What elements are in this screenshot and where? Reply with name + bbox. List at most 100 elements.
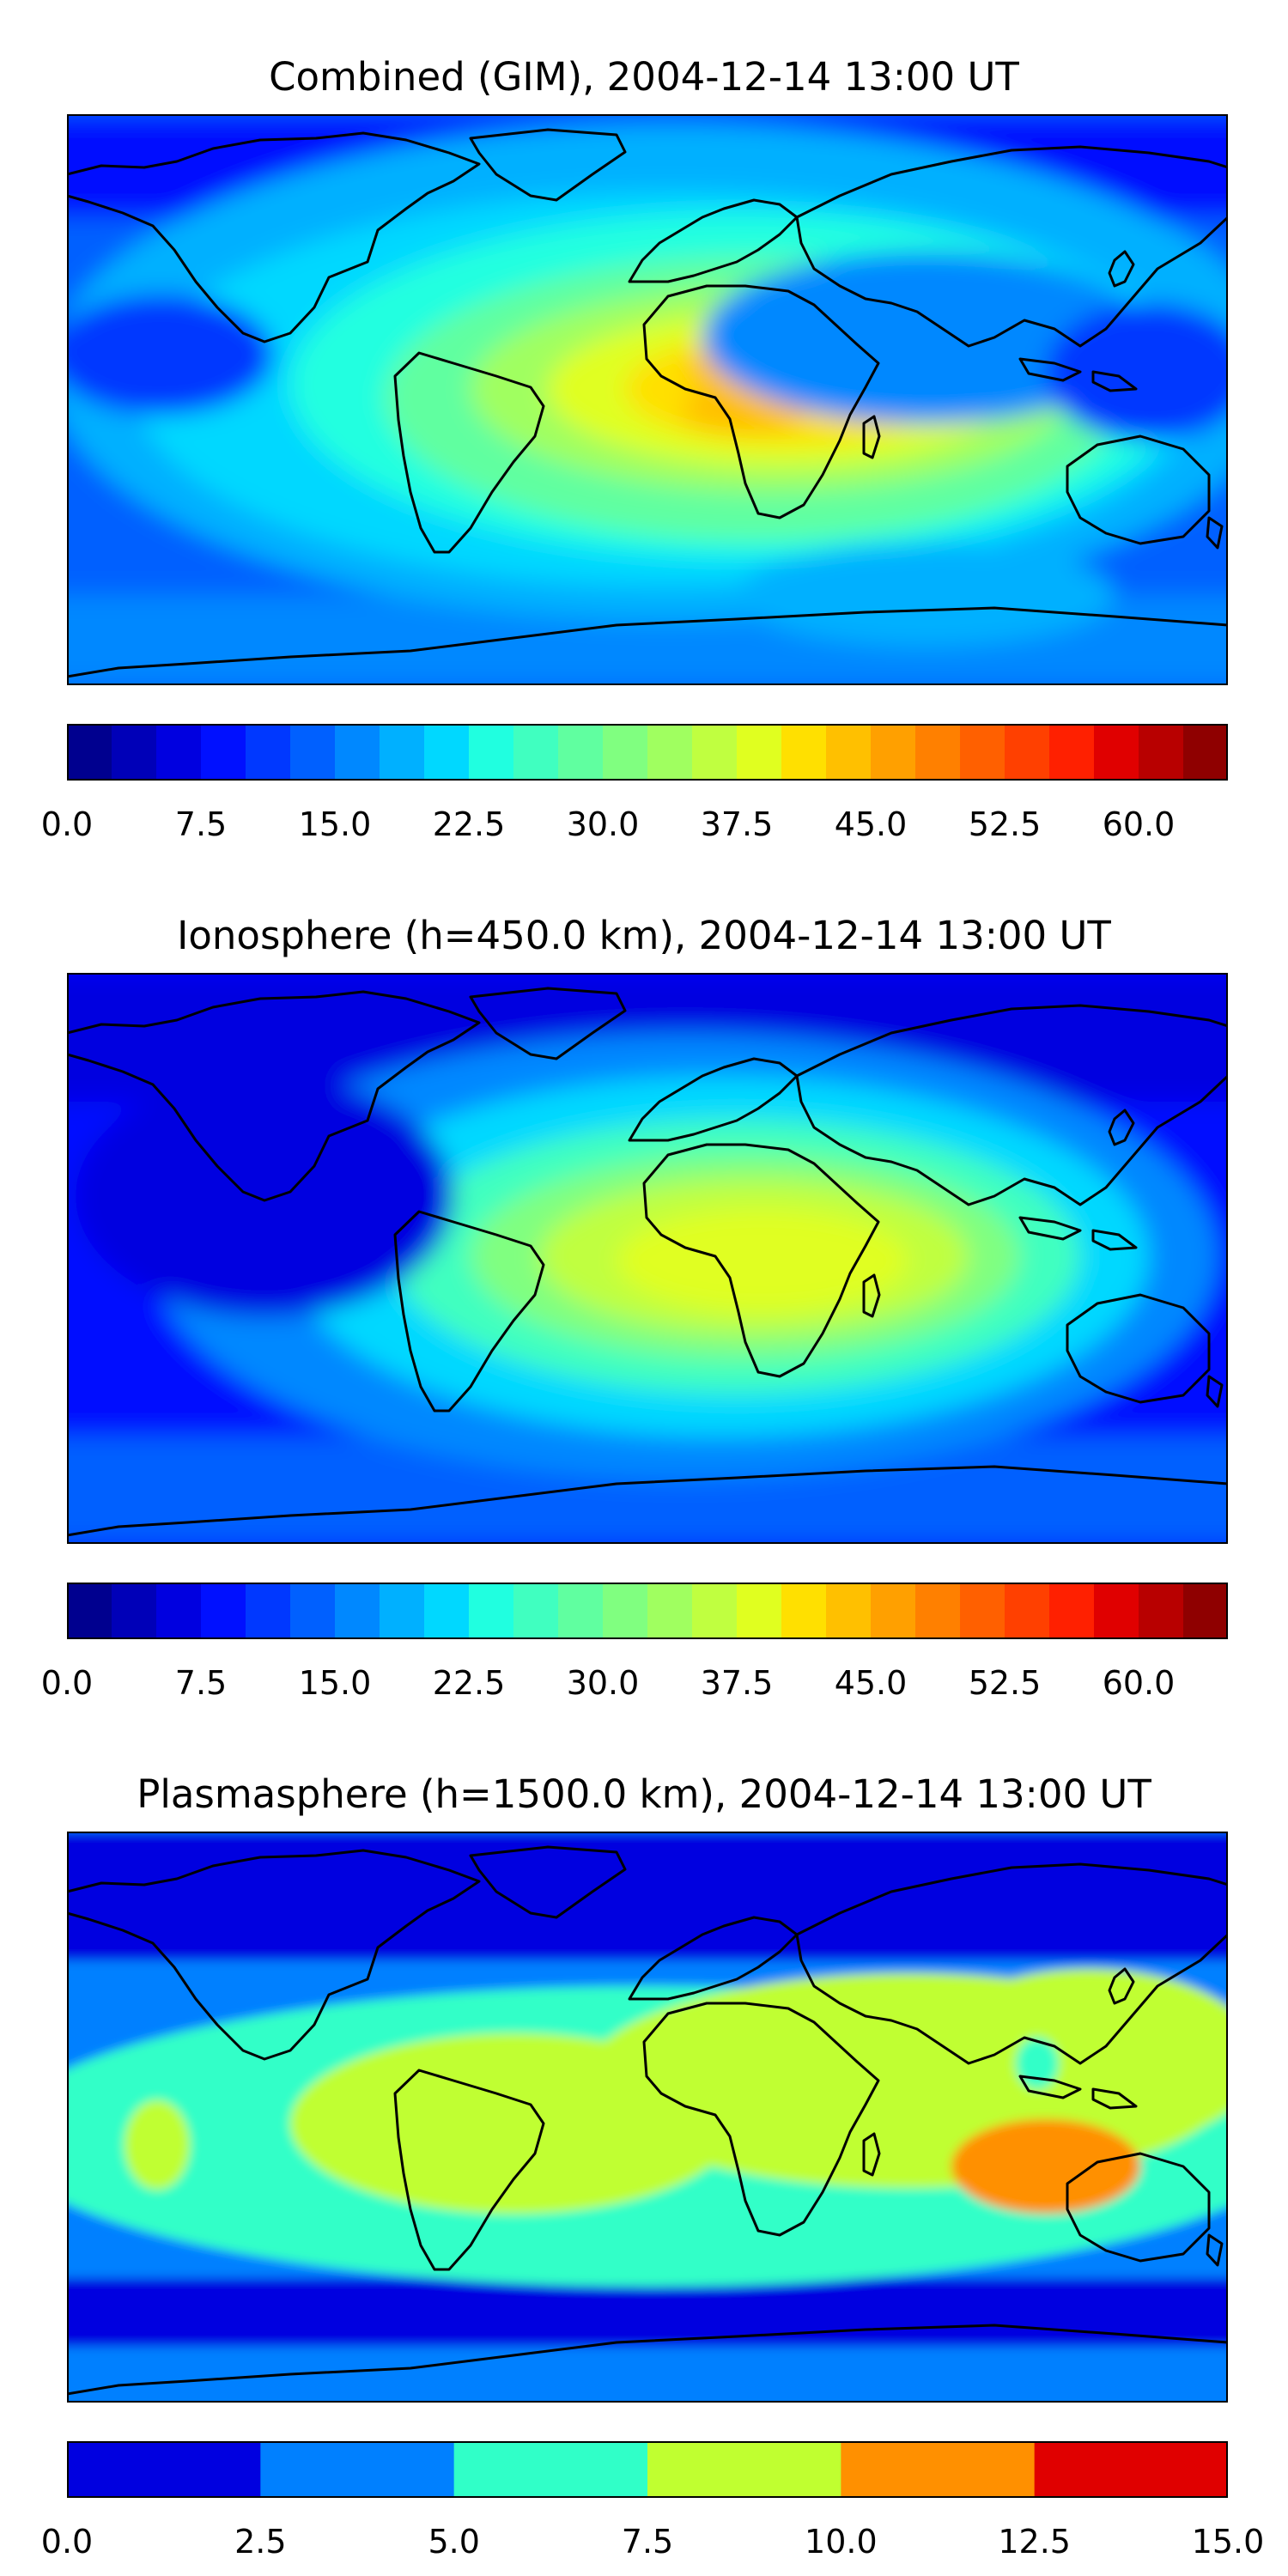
contour-band	[76, 1076, 453, 1316]
map-title-combined: Combined (GIM), 2004-12-14 13:00 UT	[269, 54, 1019, 100]
colorbar-segment	[513, 724, 559, 781]
colorbar-segment	[871, 724, 916, 781]
colorbar-segment	[112, 1583, 157, 1639]
coastline	[393, 1210, 545, 1413]
colorbar-segment	[156, 1583, 202, 1639]
colorbar-segment	[915, 1583, 961, 1639]
colorbar-segment	[201, 724, 246, 781]
colorbar-ticks-ionosphere: 0.0 7.5 15.0 22.5 30.0 37.5 45.0 52.5 60.0	[41, 1663, 1228, 1706]
colorbar-segment	[1005, 1583, 1050, 1639]
colorbar-segment	[737, 1583, 782, 1639]
colorbar-segment	[112, 724, 157, 781]
coastline	[1091, 1229, 1138, 1251]
colorbar-segment	[380, 724, 425, 781]
contour-band	[702, 252, 1149, 423]
colorbar-segment	[603, 1583, 648, 1639]
coastline	[469, 987, 627, 1060]
colorbar-segment	[67, 2441, 261, 2498]
contour-band	[125, 2100, 190, 2190]
colorbar-segment	[1094, 724, 1139, 781]
colorbar-segment	[647, 2441, 841, 2498]
coastline	[1108, 1109, 1135, 1146]
colorbar-segment	[558, 724, 604, 781]
colorbar-segment	[335, 724, 380, 781]
map-plasmasphere	[67, 1832, 1228, 2403]
colorbar-tick-label: 15.0	[298, 1664, 372, 1702]
colorbar-segment	[469, 724, 514, 781]
colorbar-segment	[915, 724, 961, 781]
colorbar-tick-label: 5.0	[428, 2523, 480, 2561]
colorbar-segment	[380, 1583, 425, 1639]
colorbar-frame	[67, 724, 1228, 781]
colorbar-segment	[1183, 1583, 1229, 1639]
map-frame	[67, 1832, 1228, 2403]
colorbar-segment	[692, 724, 738, 781]
contour-band	[67, 2347, 1228, 2403]
coastline	[628, 1916, 799, 2001]
coastline	[1108, 1967, 1135, 2005]
colorbar-ionosphere	[67, 1583, 1229, 1639]
colorbar-segment	[201, 1583, 246, 1639]
coastline	[628, 1057, 799, 1142]
coastline	[862, 415, 881, 459]
coastline	[642, 1143, 880, 1378]
colorbar-tick-label: 60.0	[1102, 1664, 1176, 1702]
coastline	[1018, 2075, 1082, 2099]
colorbar-segment	[513, 1583, 559, 1639]
colorbar-segment	[558, 1583, 604, 1639]
colorbar-segment	[647, 724, 693, 781]
colorbar-tick-label: 0.0	[40, 2523, 94, 2561]
colorbar-plasmasphere	[67, 2441, 1229, 2498]
map-combined	[67, 114, 1228, 685]
map-frame	[67, 973, 1228, 1544]
colorbar-segment	[335, 1583, 380, 1639]
map-title-ionosphere: Ionosphere (h=450.0 km), 2004-12-14 13:0…	[177, 913, 1111, 958]
contour-band	[617, 1209, 908, 1312]
colorbar-segment	[424, 724, 470, 781]
colorbar-tick-label: 52.5	[968, 1664, 1042, 1702]
contour-band	[737, 544, 1115, 647]
colorbar-segment	[737, 724, 782, 781]
colorbar-tick-label: 52.5	[968, 805, 1042, 843]
colorbar-segment	[826, 1583, 872, 1639]
colorbar-tick-label: 7.5	[621, 2523, 674, 2561]
colorbar-segment	[960, 1583, 1005, 1639]
coastlines	[67, 1845, 1228, 2403]
colorbar-segment	[67, 724, 112, 781]
coastline	[795, 1004, 1228, 1206]
coastline	[1206, 516, 1224, 550]
coastline	[1018, 357, 1082, 382]
map-ionosphere	[67, 973, 1228, 1544]
contour-band	[67, 2278, 1228, 2347]
colorbar-tick-label: 37.5	[700, 1664, 774, 1702]
colorbar-segment	[1094, 1583, 1139, 1639]
colorbar-tick-label: 45.0	[834, 805, 908, 843]
coastline	[67, 131, 481, 343]
coastline	[67, 2324, 1228, 2403]
colorbar-tick-label: 60.0	[1102, 805, 1176, 843]
filled-contour-field	[67, 1832, 1228, 2403]
colorbar-segment	[826, 724, 872, 781]
colorbar-segment	[246, 724, 291, 781]
map-frame	[67, 114, 1228, 685]
colorbar-segment	[424, 1583, 470, 1639]
coastline	[795, 1862, 1228, 2065]
colorbar-segment	[290, 1583, 336, 1639]
colorbar-tick-label: 10.0	[805, 2523, 878, 2561]
coastlines	[67, 987, 1228, 1544]
coastline	[67, 606, 1228, 685]
colorbar-segment	[260, 2441, 455, 2498]
colorbar-tick-label: 15.0	[298, 805, 372, 843]
contour-band	[951, 2119, 1140, 2214]
coastline	[67, 1465, 1228, 1544]
colorbar-segment	[67, 1583, 112, 1639]
filled-contour-field	[67, 114, 1228, 685]
coastline	[469, 1845, 627, 1919]
colorbar-tick-label: 0.0	[40, 1664, 94, 1702]
colorbar-tick-label: 7.5	[174, 1664, 228, 1702]
colorbar-ticks-combined: 0.0 7.5 15.0 22.5 30.0 37.5 45.0 52.5 60.0	[41, 805, 1228, 848]
colorbar-segment	[290, 724, 336, 781]
colorbar-segment	[469, 1583, 514, 1639]
colorbar-segment	[1049, 724, 1095, 781]
colorbar-tick-label: 7.5	[174, 805, 228, 843]
